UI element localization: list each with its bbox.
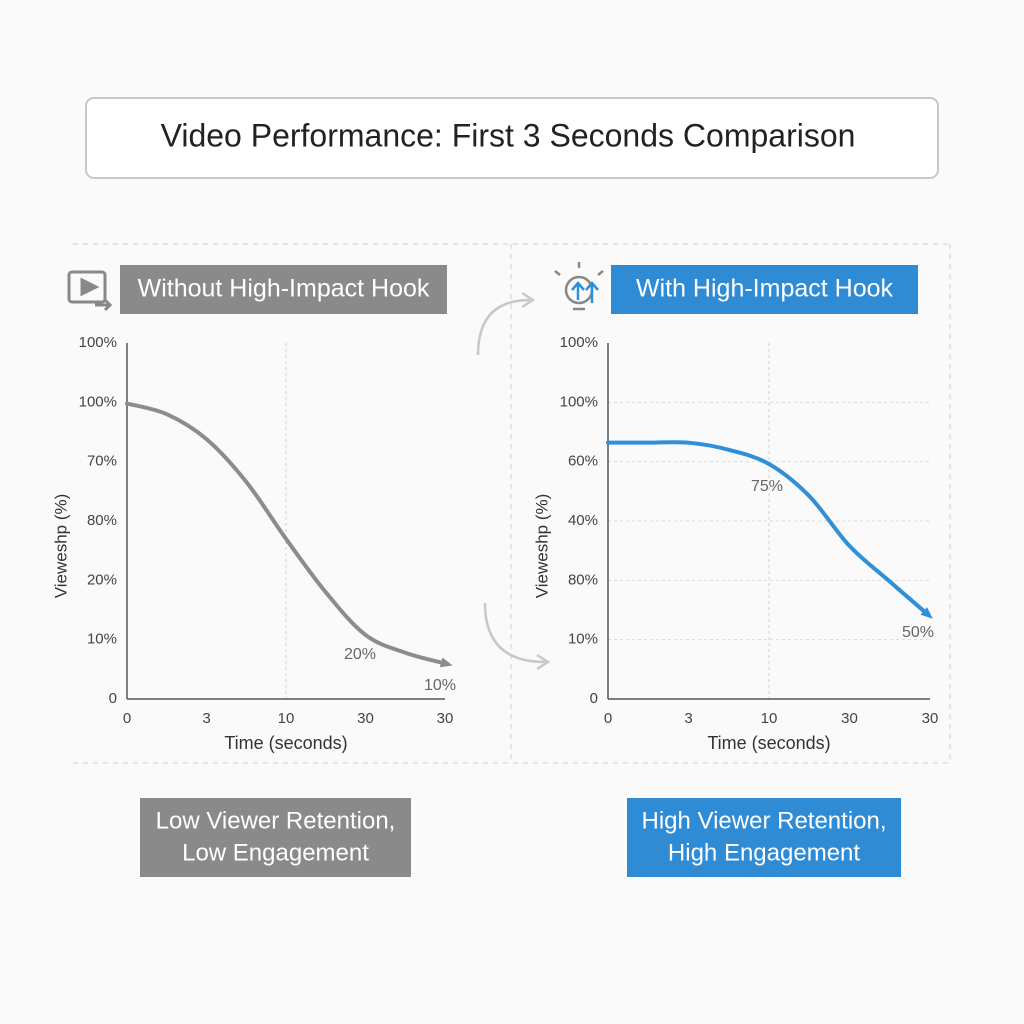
x-tick-label: 0	[604, 710, 612, 727]
y-tick-label: 10%	[87, 631, 117, 648]
x-axis-label: Time (seconds)	[224, 733, 347, 753]
y-tick-label: 60%	[568, 453, 598, 470]
x-tick-label: 30	[437, 710, 454, 727]
y-tick-label: 100%	[79, 393, 117, 410]
bulb-icon	[554, 262, 604, 311]
summary-box	[140, 798, 411, 877]
y-axis-label: Vieweshp (%)	[51, 494, 70, 599]
y-tick-label: 100%	[560, 334, 598, 351]
y-tick-label: 70%	[87, 453, 117, 470]
x-tick-label: 30	[922, 710, 939, 727]
arrowhead	[920, 607, 933, 619]
y-tick-label: 100%	[79, 334, 117, 351]
x-tick-label: 30	[357, 710, 374, 727]
y-tick-label: 80%	[568, 571, 598, 588]
arrowhead	[439, 657, 453, 668]
x-tick-label: 3	[684, 710, 692, 727]
summary-box	[627, 798, 901, 877]
y-tick-label: 10%	[568, 631, 598, 648]
heading: Without High-Impact Hook	[138, 275, 430, 303]
annotation: 50%	[902, 624, 934, 641]
y-tick-label: 80%	[87, 512, 117, 529]
y-tick-label: 20%	[87, 571, 117, 588]
x-tick-label: 10	[278, 710, 295, 727]
annotation: 10%	[424, 677, 456, 694]
heading-box	[120, 265, 447, 314]
summary: Low Viewer Retention,	[156, 807, 396, 834]
y-tick-label: 0	[109, 690, 117, 707]
retention-line	[125, 401, 447, 666]
summary: High Engagement	[668, 839, 860, 866]
frame	[73, 243, 951, 764]
annotation: 75%	[751, 478, 783, 495]
title: Video Performance: First 3 Seconds Compa…	[161, 117, 856, 153]
summary: High Viewer Retention,	[641, 807, 886, 834]
retention-line	[606, 440, 929, 616]
x-axis-label: Time (seconds)	[707, 733, 830, 753]
heading: With High-Impact Hook	[636, 275, 894, 303]
video-icon	[67, 270, 113, 312]
x-tick-label: 10	[761, 710, 778, 727]
summary: Low Engagement	[182, 839, 369, 866]
x-tick-label: 30	[841, 710, 858, 727]
y-tick-label: 40%	[568, 512, 598, 529]
annotation: 20%	[344, 646, 376, 663]
connector-arrows	[476, 291, 551, 671]
x-tick-label: 3	[202, 710, 210, 727]
heading-box	[611, 265, 918, 314]
x-tick-label: 0	[123, 710, 131, 727]
title-box	[85, 97, 939, 179]
y-tick-label: 0	[590, 690, 598, 707]
y-tick-label: 100%	[560, 393, 598, 410]
y-axis-label: Vieweshp (%)	[532, 494, 551, 599]
